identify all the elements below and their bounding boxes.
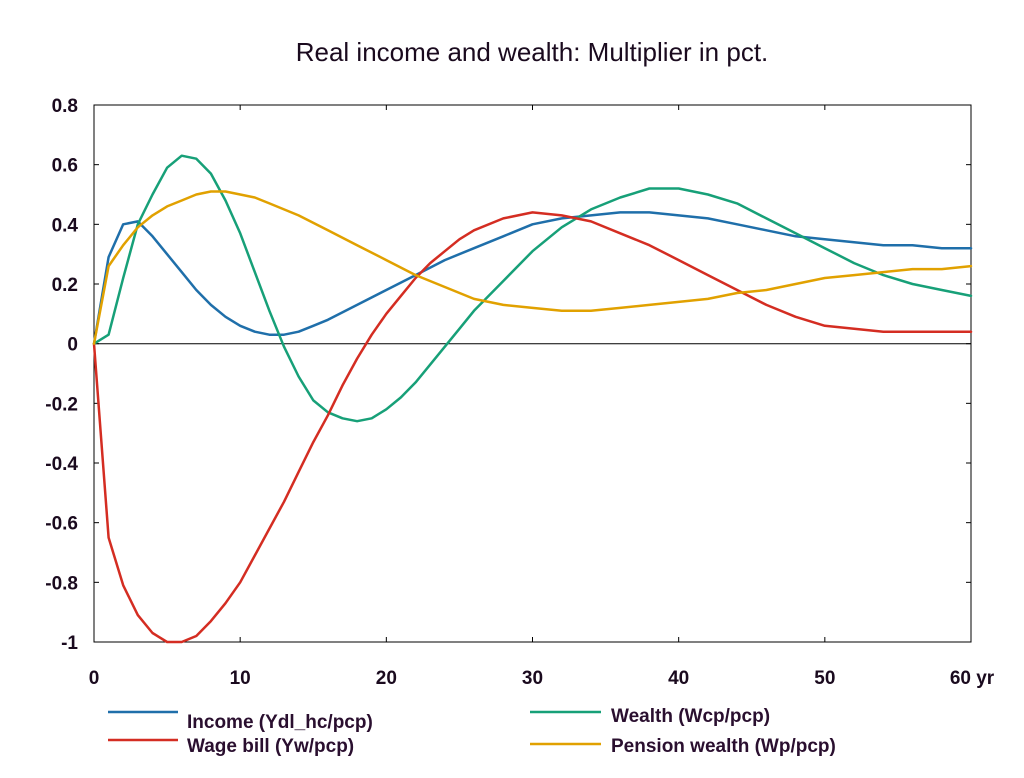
series-line-pension-wealth-wp-pcp xyxy=(92,190,973,345)
x-tick-label: 0 xyxy=(89,668,100,689)
y-tick-label: -0.6 xyxy=(45,514,78,535)
y-tick-label: -0.4 xyxy=(45,454,78,475)
y-tick-label: -1 xyxy=(61,633,78,654)
legend-label-wage-bill-yw-pcp: Wage bill (Yw/pcp) xyxy=(187,736,354,757)
x-tick-label: 40 xyxy=(668,668,689,689)
y-tick-label: 0.4 xyxy=(52,215,79,236)
series-lines xyxy=(92,154,973,644)
series-line-income-ydl-hc-pcp xyxy=(92,211,973,345)
y-tick-label: -0.8 xyxy=(45,573,78,594)
axis-ticks: 0.8 0.6 0.4 0.2 0 -0.2 -0.4 -0.6 -0.8 -1 0 10 20 30 40… xyxy=(45,96,995,689)
x-tick-label: 60 yr xyxy=(950,668,995,689)
x-tick-label: 30 xyxy=(522,668,543,689)
y-tick-label: 0.6 xyxy=(52,156,78,177)
x-tick-label: 20 xyxy=(376,668,397,689)
y-tick-label: -0.2 xyxy=(45,394,78,415)
plot-frame xyxy=(93,104,972,643)
series-line-wealth-wcp-pcp xyxy=(92,154,973,423)
legend-label-pension-wealth-wp-pcp: Pension wealth (Wp/pcp) xyxy=(611,736,836,757)
x-tick-label: 10 xyxy=(230,668,251,689)
series-line-wage-bill-yw-pcp xyxy=(92,211,973,644)
x-tick-label: 50 xyxy=(814,668,835,689)
legend: Income (Ydl_hc/pcp) Wealth (Wcp/pcp) Wage … xyxy=(108,706,836,757)
y-tick-label: 0.2 xyxy=(52,275,78,296)
y-tick-label: 0.8 xyxy=(52,96,78,117)
legend-label-wealth-wcp-pcp: Wealth (Wcp/pcp) xyxy=(611,706,770,727)
y-tick-label: 0 xyxy=(67,335,78,356)
chart-title: Real income and wealth: Multiplier in pc… xyxy=(296,37,769,67)
legend-label-income-ydl-hc-pcp: Income (Ydl_hc/pcp) xyxy=(187,712,373,733)
